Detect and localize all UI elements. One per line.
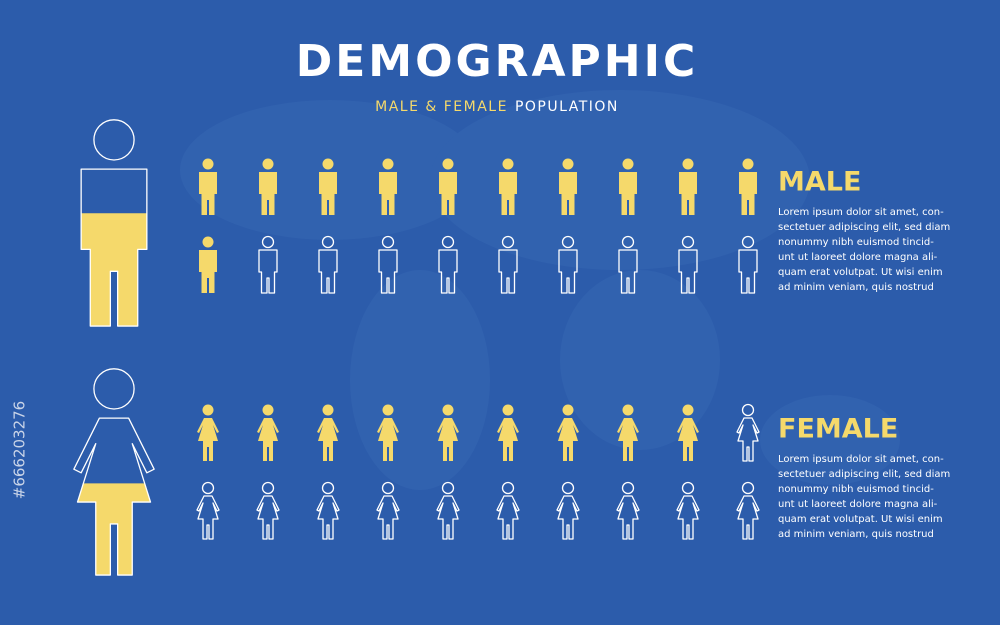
section-text: quam erat volutpat. Ut wisi enim (778, 514, 943, 525)
female-icon (377, 404, 399, 461)
male-icon (679, 158, 697, 215)
male-icon (199, 236, 217, 293)
female-icon (617, 483, 639, 540)
male-icon (439, 158, 457, 215)
section-text: sectetuer adipiscing elit, sed diam (778, 222, 950, 233)
section-text: unt ut laoreet dolore magna ali- (778, 499, 938, 510)
female-icon (497, 483, 519, 540)
section-text: sectetuer adipiscing elit, sed diam (778, 469, 950, 480)
male-icon (81, 120, 147, 326)
male-icon (319, 237, 337, 294)
female-icon (617, 404, 639, 461)
title: DEMOGRAPHIC (296, 36, 699, 87)
big-figure-fill (81, 213, 147, 327)
male-icon (499, 158, 517, 215)
female-icon (437, 404, 459, 461)
male-icon (319, 158, 337, 215)
female-icon (557, 404, 579, 461)
female-icon (317, 404, 339, 461)
female-icon (377, 483, 399, 540)
subtitle-highlight: MALE & FEMALE (375, 99, 508, 115)
female-icon (197, 483, 219, 540)
female-icon (437, 483, 459, 540)
section-text: quam erat volutpat. Ut wisi enim (778, 267, 943, 278)
male-icon (259, 158, 277, 215)
female-icon (677, 404, 699, 461)
male-icon (619, 237, 637, 294)
male-icon (379, 158, 397, 215)
male-icon (439, 237, 457, 294)
female-icon (317, 483, 339, 540)
male-icon (559, 158, 577, 215)
female-icon (557, 483, 579, 540)
female-icon (197, 404, 219, 461)
section-text: ad minim veniam, quis nostrud (778, 282, 934, 293)
section-text: unt ut laoreet dolore magna ali- (778, 252, 938, 263)
section-label: MALE (778, 167, 861, 198)
male-icon (679, 237, 697, 294)
section-text: Lorem ipsum dolor sit amet, con- (778, 454, 944, 465)
subtitle: MALE & FEMALE POPULATION (375, 99, 619, 115)
female-icon (677, 483, 699, 540)
section-text: nonummy nibh euismod tincid- (778, 237, 934, 248)
section-text: nonummy nibh euismod tincid- (778, 484, 934, 495)
male-icon (559, 237, 577, 294)
male-icon (259, 237, 277, 294)
female-icon (257, 404, 279, 461)
male-icon (619, 158, 637, 215)
section-label: FEMALE (778, 414, 898, 445)
male-icon (379, 237, 397, 294)
female-icon (737, 405, 759, 462)
female-icon (74, 369, 154, 575)
male-icon (739, 158, 757, 215)
female-icon (497, 404, 519, 461)
female-icon (257, 483, 279, 540)
section-text: Lorem ipsum dolor sit amet, con- (778, 207, 944, 218)
section-text: ad minim veniam, quis nostrud (778, 529, 934, 540)
male-icon (199, 158, 217, 215)
subtitle-rest: POPULATION (515, 99, 619, 115)
stock-id: #666203276 (11, 401, 29, 499)
male-icon (739, 237, 757, 294)
male-icon (499, 237, 517, 294)
male-icon (81, 213, 147, 327)
female-icon (737, 483, 759, 540)
